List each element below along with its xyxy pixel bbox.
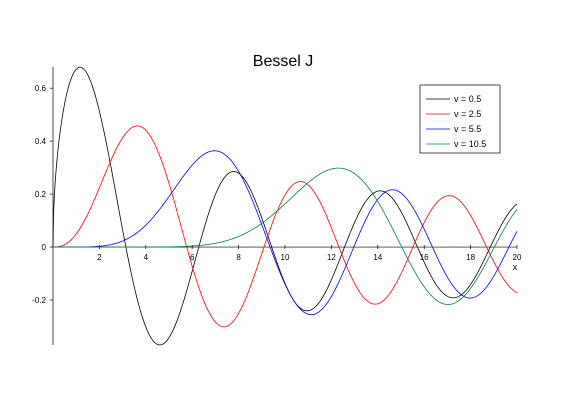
series-line	[53, 125, 518, 328]
x-tick-label: 6	[190, 253, 195, 262]
x-tick-label: 2	[97, 253, 102, 262]
x-tick-label: 14	[373, 253, 382, 262]
y-tick-label: -0.2	[32, 296, 46, 305]
x-tick-label: 20	[513, 253, 522, 262]
chart-title: Bessel J	[253, 53, 313, 70]
legend: v = 0.5 v = 2.5 v = 5.5 v = 10.5	[419, 84, 501, 154]
y-tick-label: 0.2	[35, 190, 47, 199]
x-tick-label: 10	[281, 253, 290, 262]
series-line	[53, 150, 518, 316]
legend-label: v = 10.5	[454, 139, 486, 149]
y-tick-label: 0.4	[35, 137, 47, 146]
legend-label: v = 0.5	[454, 94, 481, 104]
legend-box	[419, 84, 501, 154]
y-tick-label: 0	[42, 243, 47, 252]
x-tick-label: 12	[327, 253, 336, 262]
legend-label: v = 5.5	[454, 124, 481, 134]
series-line	[53, 167, 518, 305]
x-tick-label: 8	[236, 253, 241, 262]
x-tick-label: 4	[144, 253, 149, 262]
x-axis-label: x	[513, 262, 518, 272]
x-tick-label: 18	[466, 253, 475, 262]
plot-series	[52, 66, 518, 346]
y-tick-label: 0.6	[35, 84, 47, 93]
legend-label: v = 2.5	[454, 109, 481, 119]
x-tick-label: 16	[420, 253, 429, 262]
